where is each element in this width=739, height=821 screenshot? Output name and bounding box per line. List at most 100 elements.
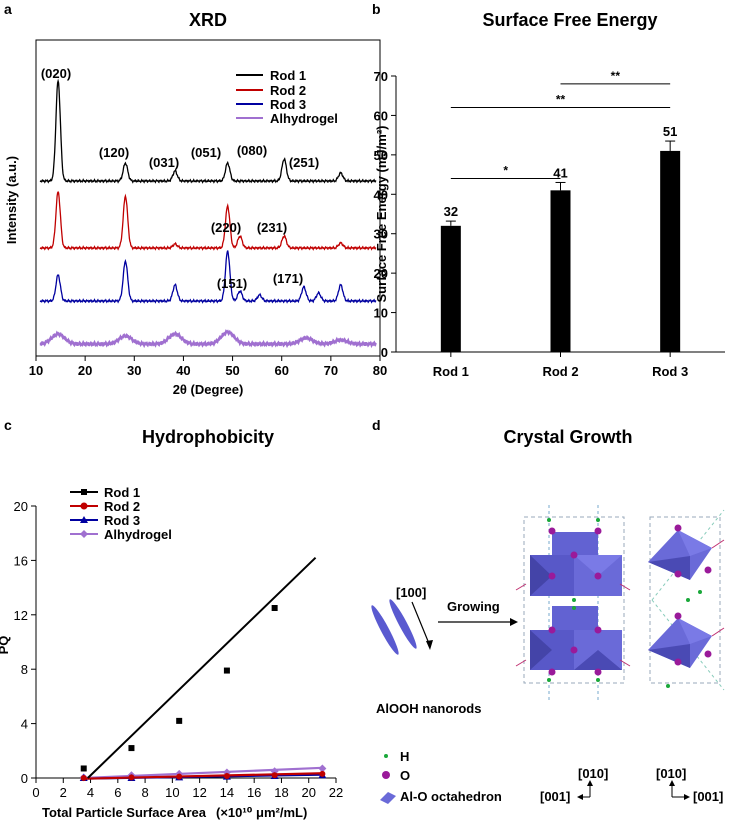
legend-label-alhydrogel: Alhydrogel xyxy=(104,527,172,542)
panel-a-letter: a xyxy=(4,1,12,17)
xrd-trace-rod-3 xyxy=(39,250,377,304)
hydrogen-atom xyxy=(686,598,690,602)
bond xyxy=(711,539,725,549)
hydro-x-tick-label: 18 xyxy=(274,785,288,800)
oxygen-atom xyxy=(674,612,682,620)
oxygen-atom xyxy=(674,524,682,532)
crystal-title: Crystal Growth xyxy=(503,427,632,447)
legend-marker-circle xyxy=(80,502,88,510)
xrd-peak-label: (020) xyxy=(41,66,71,81)
legend-marker-triangle xyxy=(80,516,88,523)
sfe-category-label: Rod 1 xyxy=(433,364,469,379)
sfe-value-label: 41 xyxy=(553,165,567,180)
nanorod-shape xyxy=(389,599,417,649)
panel-a: a XRD 10 20 30 40 50 60 70 80 2θ (Degree) Inten… xyxy=(4,1,387,397)
nanorods-icon xyxy=(371,599,417,655)
hydro-fit-line xyxy=(83,766,323,780)
xrd-peak-label: (220) xyxy=(211,220,241,235)
crystal-structure-top-view xyxy=(648,509,725,691)
hydro-x-tick-label: 22 xyxy=(329,785,343,800)
hydro-point-diamond xyxy=(318,764,327,773)
hydro-point-circle xyxy=(223,772,230,779)
hydro-point-circle xyxy=(80,775,87,781)
octahedron xyxy=(552,532,598,555)
bond xyxy=(619,583,631,591)
xrd-x-tick-label: 70 xyxy=(324,363,338,378)
sfe-significance-label: ** xyxy=(556,93,566,107)
xrd-x-tick-label: 10 xyxy=(29,363,43,378)
bond xyxy=(515,583,527,591)
arrow-head xyxy=(587,780,593,786)
sfe-title: Surface Free Energy xyxy=(482,10,657,30)
hydro-legend: Rod 1 Rod 2 Rod 3 Alhydrogel xyxy=(70,485,172,542)
hydro-title: Hydrophobicity xyxy=(142,427,274,447)
sfe-significance-label: ** xyxy=(611,69,621,83)
hydro-y-tick-label: 8 xyxy=(21,662,28,677)
xrd-peak-label: (151) xyxy=(217,276,247,291)
xrd-x-label: 2θ (Degree) xyxy=(173,382,244,397)
hydrogen-atom xyxy=(572,598,576,602)
hydro-x-tick-label: 8 xyxy=(141,785,148,800)
direction-arrow xyxy=(411,601,431,647)
oxygen-atom xyxy=(570,646,578,654)
sfe-y-tick-label: 30 xyxy=(374,227,388,242)
nanorod-shape xyxy=(371,605,399,655)
oxygen-atom xyxy=(548,668,556,676)
oxygen-atom xyxy=(548,626,556,634)
hydrogen-atom xyxy=(572,606,576,610)
hydro-y-tick-label: 20 xyxy=(14,499,28,514)
xrd-x-tick-label: 80 xyxy=(373,363,387,378)
panel-d: d Crystal Growth [100] Growing AlOOH nan… xyxy=(371,417,725,804)
legend-label-octahedron: Al-O octahedron xyxy=(400,789,502,804)
xrd-x-tick-label: 20 xyxy=(78,363,92,378)
sfe-significance-label: * xyxy=(503,164,508,178)
hydro-x-label: Total Particle Surface Area (×10¹⁰ μm²/mL… xyxy=(42,805,307,820)
legend-label-o: O xyxy=(400,768,410,783)
growing-label: Growing xyxy=(447,599,500,614)
hydro-point-square xyxy=(223,667,230,674)
legend-marker-diamond xyxy=(80,530,88,538)
growing-arrow-head xyxy=(510,618,518,626)
oxygen-atom xyxy=(548,572,556,580)
xrd-y-label: Intensity (a.u.) xyxy=(4,156,19,244)
xrd-x-tick-label: 40 xyxy=(176,363,190,378)
oxygen-atom xyxy=(594,668,602,676)
xrd-peak-label: (231) xyxy=(257,220,287,235)
unit-cell-frame xyxy=(649,516,721,684)
legend-label-rod1: Rod 1 xyxy=(104,485,140,500)
oxygen-atom xyxy=(704,650,712,658)
sfe-y-tick-label: 10 xyxy=(374,306,388,321)
octahedron-face xyxy=(530,555,552,596)
hydrogen-atom xyxy=(547,518,551,522)
legend-marker-square xyxy=(81,489,87,495)
hydro-y-tick-label: 12 xyxy=(14,608,28,623)
xrd-peak-label: (051) xyxy=(191,145,221,160)
oxygen-atom xyxy=(594,572,602,580)
hydro-y-tick-label: 16 xyxy=(14,553,28,568)
legend-label-rod3: Rod 3 xyxy=(270,97,306,112)
axis-guide xyxy=(651,509,725,601)
oxygen-atom xyxy=(548,527,556,535)
octahedron-icon xyxy=(380,792,396,804)
hydro-marks: 0 2 4 6 8 10 12 14 16 18 20 22 0 4 8 12 16 20 xyxy=(14,499,344,800)
xrd-peak-label: (031) xyxy=(149,155,179,170)
axis-label-010: [010] xyxy=(578,766,608,781)
legend-label-h: H xyxy=(400,749,409,764)
xrd-peak-label: (171) xyxy=(273,271,303,286)
xrd-trace-alhydrogel xyxy=(39,329,377,349)
xrd-peak-label: (120) xyxy=(99,145,129,160)
hydro-x-tick-label: 12 xyxy=(192,785,206,800)
crystal-structure-side-view xyxy=(515,505,631,700)
hydro-point-circle xyxy=(176,773,183,780)
hydro-point-circle xyxy=(319,770,326,777)
hydro-fit-line xyxy=(87,556,317,779)
oxygen-atom xyxy=(674,658,682,666)
hydro-point-circle xyxy=(271,772,278,779)
legend-label-rod3: Rod 3 xyxy=(104,513,140,528)
hydrogen-atom xyxy=(596,518,600,522)
arrow-head xyxy=(669,780,675,786)
sfe-bar xyxy=(440,225,461,352)
xrd-traces xyxy=(39,78,377,349)
panel-c-letter: c xyxy=(4,417,12,433)
